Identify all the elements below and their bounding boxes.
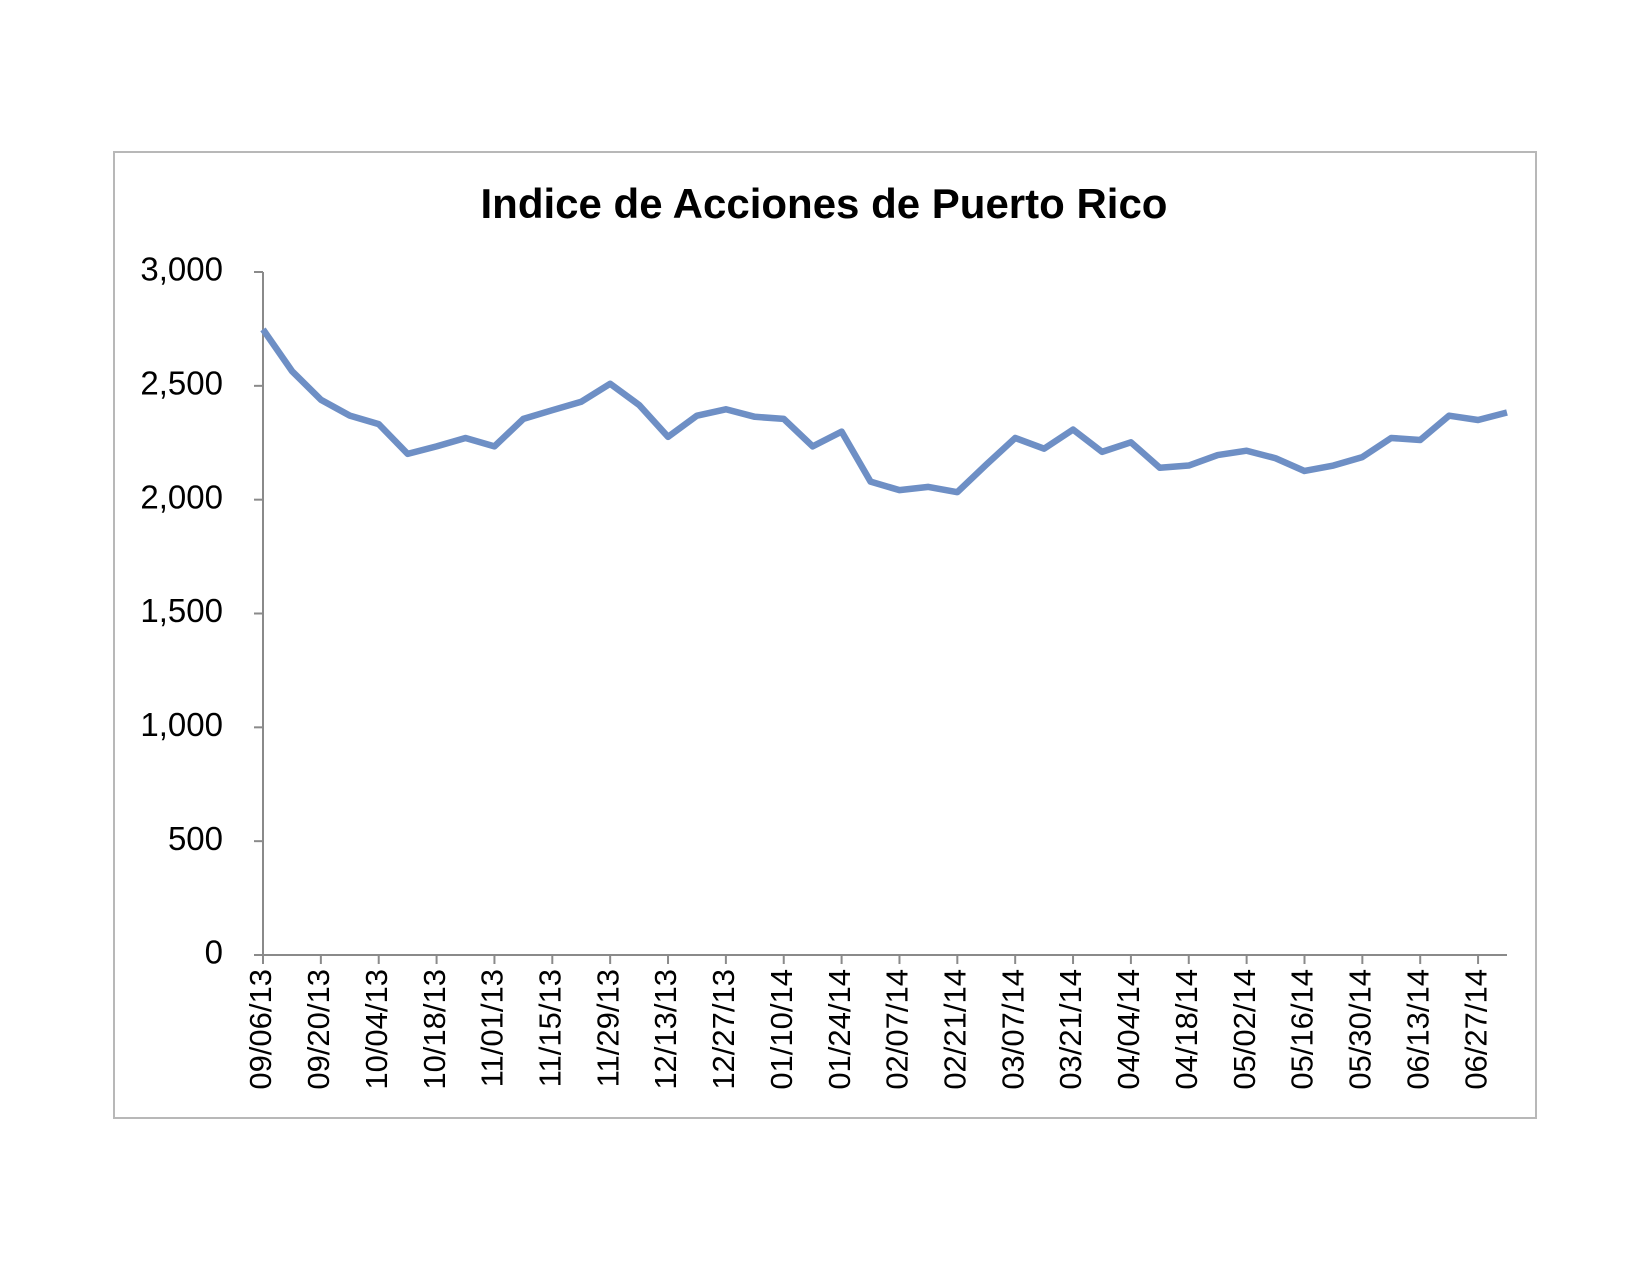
y-tick-label: 1,000 — [140, 706, 223, 743]
x-tick-label: 03/07/14 — [995, 969, 1030, 1090]
chart-frame — [113, 151, 1537, 1119]
x-tick-label: 10/18/13 — [417, 969, 452, 1090]
x-tick-label: 11/15/13 — [532, 969, 567, 1087]
x-tick-label: 06/13/14 — [1400, 969, 1435, 1090]
x-tick-label: 02/07/14 — [880, 969, 915, 1090]
x-tick-label: 09/20/13 — [301, 969, 336, 1090]
y-tick-label: 1,500 — [140, 592, 223, 629]
x-tick-label: 04/18/14 — [1169, 969, 1204, 1090]
x-tick-label: 04/04/14 — [1111, 969, 1146, 1090]
x-tick-label: 01/24/14 — [822, 969, 857, 1090]
y-tick-label: 3,000 — [140, 251, 223, 288]
x-tick-label: 12/13/13 — [648, 969, 683, 1090]
x-tick-label: 05/02/14 — [1227, 969, 1262, 1090]
x-tick-label: 09/06/13 — [243, 969, 278, 1090]
x-tick-label: 12/27/13 — [706, 969, 741, 1090]
x-tick-label: 10/04/13 — [359, 969, 394, 1090]
chart-title: Indice de Acciones de Puerto Rico — [481, 180, 1168, 227]
y-tick-label: 500 — [168, 820, 223, 857]
x-tick-label: 02/21/14 — [938, 969, 973, 1090]
y-tick-label: 2,000 — [140, 478, 223, 515]
x-tick-label: 11/01/13 — [475, 969, 510, 1087]
x-tick-label: 05/30/14 — [1343, 969, 1378, 1090]
x-tick-label: 03/21/14 — [1053, 969, 1088, 1090]
x-tick-label: 05/16/14 — [1285, 969, 1320, 1090]
y-tick-label: 0 — [205, 934, 223, 971]
x-tick-label: 06/27/14 — [1458, 969, 1493, 1090]
y-tick-label: 2,500 — [140, 365, 223, 402]
x-tick-label: 01/10/14 — [764, 969, 799, 1090]
data-line — [260, 327, 1508, 496]
x-tick-label: 11/29/13 — [590, 969, 625, 1087]
